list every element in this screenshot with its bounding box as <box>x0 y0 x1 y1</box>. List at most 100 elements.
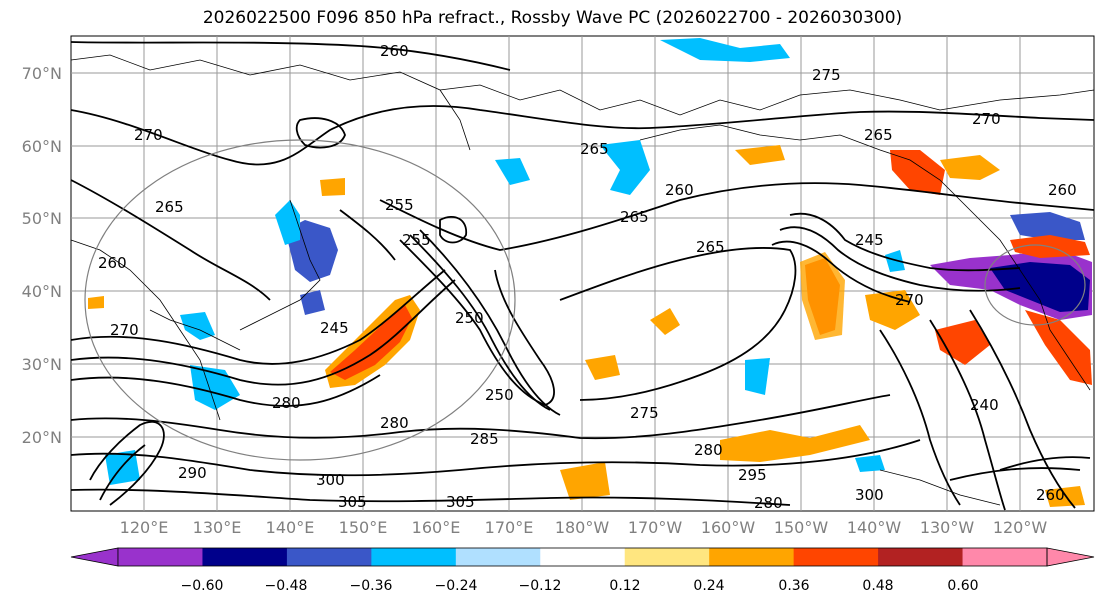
contour-label: 260 <box>665 181 694 199</box>
longitude-labels: 120°E 130°E 140°E 150°E 160°E 170°E 180°… <box>120 518 1048 537</box>
contour-label: 260 <box>1048 181 1077 199</box>
colorbar-tick-label: −0.24 <box>435 578 478 594</box>
lat-label: 50°N <box>22 209 62 228</box>
colorbar-swatch <box>709 548 795 566</box>
shade-bottom-orange <box>560 462 610 500</box>
lat-label: 40°N <box>22 282 62 301</box>
colorbar-swatch <box>455 548 541 566</box>
contour-label: 265 <box>696 238 725 256</box>
colorbar-swatch <box>878 548 964 566</box>
contour-label: 250 <box>455 309 484 327</box>
colorbar: −0.60 −0.48 −0.36 −0.24 −0.12 0.12 0.24 … <box>70 547 1095 594</box>
colorbar-tick-label: 0.24 <box>693 578 724 594</box>
shade-small-orange2 <box>88 296 104 309</box>
lon-label: 140°W <box>847 518 902 537</box>
map-title: 2026022500 F096 850 hPa refract., Rossby… <box>202 8 903 28</box>
lon-label: 160°W <box>701 518 756 537</box>
shade-north-blue <box>660 38 790 62</box>
colorbar-tick-label: −0.60 <box>181 578 224 594</box>
shade-ne-red2 <box>1025 310 1092 385</box>
colorbar-tick-label: 0.48 <box>862 578 893 594</box>
colorbar-tick-label: −0.12 <box>519 578 562 594</box>
shade-mid-orange <box>650 308 680 335</box>
lon-label: 130°W <box>920 518 975 537</box>
contour-label: 280 <box>754 494 783 512</box>
shade-ne-blue <box>1010 212 1085 240</box>
lon-label: 120°E <box>120 518 169 537</box>
latitude-labels: 70°N 60°N 50°N 40°N 30°N 20°N <box>22 64 62 447</box>
shade-sw-blue3 <box>300 290 325 315</box>
map-panel: 260 275 270 265 270 265 260 265 260 255 … <box>70 35 1095 512</box>
lon-label: 170°W <box>628 518 683 537</box>
contour-label: 265 <box>580 140 609 158</box>
contour-label: 270 <box>972 110 1001 128</box>
colorbar-swatch <box>371 548 457 566</box>
shade-alaska-orange <box>940 155 1000 180</box>
colorbar-tick-label: 0.12 <box>609 578 640 594</box>
contour-label: 260 <box>380 42 409 60</box>
colorbar-swatch <box>202 548 288 566</box>
contour-label: 280 <box>694 441 723 459</box>
colorbar-frame <box>117 547 1048 567</box>
lon-label: 160°E <box>412 518 461 537</box>
shade-south-orange2 <box>585 355 620 380</box>
contour-lines <box>70 41 1095 511</box>
shade-alaska-red <box>890 150 945 195</box>
colorbar-tick-label: −0.36 <box>350 578 393 594</box>
colorbar-extend-low <box>70 547 119 567</box>
colorbar-tick-label: 0.60 <box>947 578 978 594</box>
refractivity-shading <box>88 38 1092 507</box>
shade-kuroshio-red <box>330 305 412 380</box>
lat-label: 60°N <box>22 137 62 156</box>
lon-label: 130°E <box>193 518 242 537</box>
contour-label: 280 <box>380 414 409 432</box>
colorbar-swatch <box>286 548 372 566</box>
shade-blue-mid <box>745 358 770 395</box>
lat-label: 20°N <box>22 428 62 447</box>
colorbar-swatch <box>624 548 710 566</box>
contour-label: 260 <box>98 254 127 272</box>
shade-gulf-orange <box>735 145 785 165</box>
contour-label: 305 <box>338 493 367 511</box>
contour-label: 270 <box>134 126 163 144</box>
shade-ne-navy <box>990 262 1090 312</box>
reference-circles <box>84 139 1086 461</box>
shade-small-orange <box>320 178 345 196</box>
contour-label: 290 <box>178 464 207 482</box>
colorbar-tick-label: 0.36 <box>778 578 809 594</box>
contour-label: 300 <box>316 471 345 489</box>
contour-label: 260 <box>1036 486 1065 504</box>
colorbar-swatch <box>540 548 626 566</box>
colorbar-swatches <box>70 547 1095 567</box>
coastlines <box>70 54 1095 506</box>
shade-north-blue3 <box>600 140 650 195</box>
contour-label: 245 <box>320 319 349 337</box>
lat-label: 70°N <box>22 64 62 83</box>
shade-bottom-orange2 <box>1045 486 1085 507</box>
contour-label: 275 <box>630 404 659 422</box>
colorbar-swatch <box>962 548 1048 566</box>
lon-label: 120°W <box>993 518 1048 537</box>
contour-label: 265 <box>155 198 184 216</box>
shade-blue-mid2 <box>885 250 905 272</box>
lon-label: 180°W <box>555 518 610 537</box>
shade-mid-orange2 <box>800 252 845 340</box>
colorbar-swatch <box>793 548 879 566</box>
contour-label: 280 <box>272 394 301 412</box>
shade-mid-orange3 <box>865 290 920 330</box>
colorbar-tick-labels: −0.60 −0.48 −0.36 −0.24 −0.12 0.12 0.24 … <box>181 578 979 594</box>
contour-label: 255 <box>385 196 414 214</box>
shade-south-orange <box>720 425 870 462</box>
lon-label: 140°E <box>266 518 315 537</box>
contour-label: 245 <box>855 231 884 249</box>
contour-label: 265 <box>620 208 649 226</box>
lon-label: 150°E <box>339 518 388 537</box>
contour-label: 240 <box>970 396 999 414</box>
contour-label: 270 <box>895 291 924 309</box>
colorbar-swatch <box>118 548 203 566</box>
lon-label: 170°E <box>485 518 534 537</box>
contour-label: 255 <box>402 231 431 249</box>
contour-label: 250 <box>485 386 514 404</box>
contour-label: 270 <box>110 321 139 339</box>
